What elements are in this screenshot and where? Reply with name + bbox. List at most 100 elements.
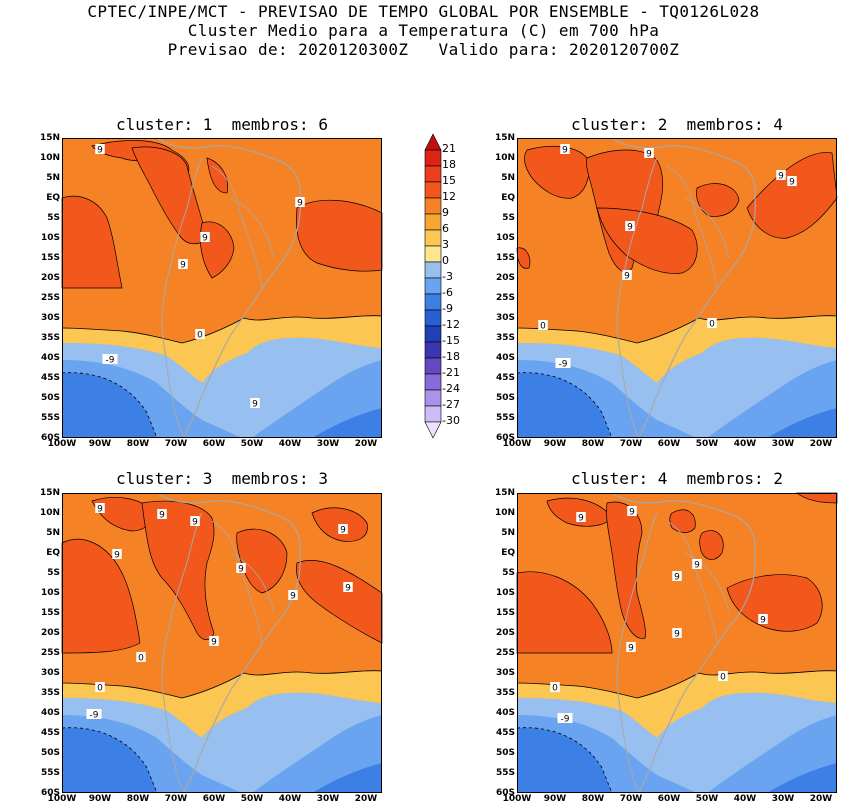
contour-label-box <box>707 318 717 328</box>
colorbar-swatch <box>424 277 442 295</box>
colorbar-swatch <box>424 229 442 247</box>
longitude-label: 90W <box>543 439 567 449</box>
latitude-label: 10N <box>494 153 515 163</box>
latitude-label: 50S <box>40 748 60 758</box>
latitude-label: 10S <box>495 233 515 243</box>
contour-label: 9 <box>778 172 784 182</box>
warm-region-6 <box>206 157 228 194</box>
contour-label-box <box>644 148 654 158</box>
colorbar-tick-label: -15 <box>442 334 460 347</box>
latitude-label: 35S <box>40 333 60 343</box>
latitude-label: 15N <box>494 133 515 143</box>
minus-nine-contour <box>516 372 613 439</box>
latitude-label: 10N <box>39 153 60 163</box>
contour-label-box <box>200 232 210 242</box>
contour-label: 9 <box>97 146 103 156</box>
longitude-label: 50W <box>695 439 719 449</box>
map-panel-3: 9 9 9 9 9 9 9 9 9 0 0 -9 <box>61 492 383 794</box>
longitude-label: 20W <box>809 439 833 449</box>
latitude-label: 55S <box>40 768 60 778</box>
latitude-label: 10S <box>40 588 60 598</box>
latitude-label: 55S <box>40 413 60 423</box>
latitude-label: 30S <box>495 313 515 323</box>
contour-label-box <box>787 176 797 186</box>
contour-label: 9 <box>340 526 346 536</box>
minus-nine-contour <box>61 372 158 439</box>
longitude-label: 60W <box>657 439 681 449</box>
contour-label-box <box>343 582 353 592</box>
band-deep-blue <box>517 727 837 793</box>
colorbar-tick-label: 3 <box>442 238 449 251</box>
contour-label-box <box>236 563 246 573</box>
contour-label-box <box>295 197 305 207</box>
band-yellow <box>517 670 837 738</box>
contour-label-box <box>627 506 637 516</box>
contour-label-box <box>622 270 632 280</box>
latitude-label: 30S <box>495 668 515 678</box>
latitude-label: 15N <box>39 488 60 498</box>
colorbar-tick-label: -30 <box>442 414 460 427</box>
latitude-label: 25S <box>495 648 515 658</box>
west-coast-outline <box>161 512 203 794</box>
colorbar-swatch <box>424 165 442 183</box>
colorbar-tick-label: 0 <box>442 254 449 267</box>
contour-label: 9 <box>624 272 630 282</box>
contour-label-box <box>758 614 768 624</box>
colorbar-swatch <box>424 373 442 391</box>
latitude-label: 15S <box>40 608 60 618</box>
latitude-label: 5N <box>46 528 60 538</box>
colorbar-tick-label: 15 <box>442 174 456 187</box>
colorbar-swatch <box>424 357 442 375</box>
contour-label-box <box>112 549 122 559</box>
latitude-label: 10N <box>39 508 60 518</box>
colorbar-swatch <box>424 341 442 359</box>
latitude-label: 35S <box>495 688 515 698</box>
colorbar-swatch <box>424 309 442 327</box>
latitude-label: 50S <box>495 748 515 758</box>
warm-region-3 <box>596 207 698 274</box>
colorbar-tick-label: 12 <box>442 190 456 203</box>
latitude-label: 45S <box>40 373 60 383</box>
contour-label: -9 <box>559 360 568 370</box>
contour-label-box <box>625 221 635 231</box>
contour-label-box <box>178 259 188 269</box>
zero-contour <box>61 670 383 699</box>
contour-label: 0 <box>720 673 726 683</box>
contour-label-box <box>190 516 200 526</box>
latitude-label: 50S <box>495 393 515 403</box>
contour-label-box <box>692 559 702 569</box>
latitude-label: 55S <box>495 413 515 423</box>
country-borders <box>666 165 730 289</box>
contour-label-box <box>250 398 260 408</box>
contour-label: 9 <box>180 261 186 271</box>
contour-label: 9 <box>562 146 568 156</box>
contour-label: -9 <box>90 711 99 721</box>
latitude-label: 15S <box>40 253 60 263</box>
contour-label: 9 <box>114 551 120 561</box>
longitude-label: 100W <box>502 439 532 449</box>
colorbar-swatch <box>424 213 442 231</box>
latitude-label: 60S <box>495 788 515 798</box>
warm-region-4 <box>699 530 724 560</box>
colorbar-tick-label: 9 <box>442 206 449 219</box>
minus-nine-contour <box>516 727 613 794</box>
colorbar-swatch <box>424 325 442 343</box>
contour-label: -9 <box>561 715 570 725</box>
contour-label-box <box>95 144 105 154</box>
contour-label: 9 <box>252 400 258 410</box>
band-orange <box>62 493 382 698</box>
west-coast-outline <box>616 512 658 794</box>
contour-label: 0 <box>197 331 203 341</box>
longitude-label: 30W <box>316 794 340 804</box>
contour-label-box <box>557 713 573 723</box>
contour-label: 9 <box>345 584 351 594</box>
latitude-label: 15N <box>39 133 60 143</box>
contour-label-box <box>550 682 560 692</box>
contour-label-box <box>576 512 586 522</box>
contour-label-box <box>195 329 205 339</box>
latitude-label: 40S <box>495 353 515 363</box>
contour-label-box <box>718 671 728 681</box>
contour-label: 9 <box>628 644 634 654</box>
contour-label-box <box>288 590 298 600</box>
warm-region-3 <box>61 195 123 289</box>
